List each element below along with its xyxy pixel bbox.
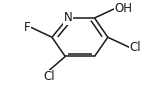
Text: Cl: Cl [129,41,141,54]
Text: Cl: Cl [43,70,55,83]
Text: N: N [63,12,72,25]
Text: F: F [24,21,31,34]
Text: OH: OH [114,2,132,15]
